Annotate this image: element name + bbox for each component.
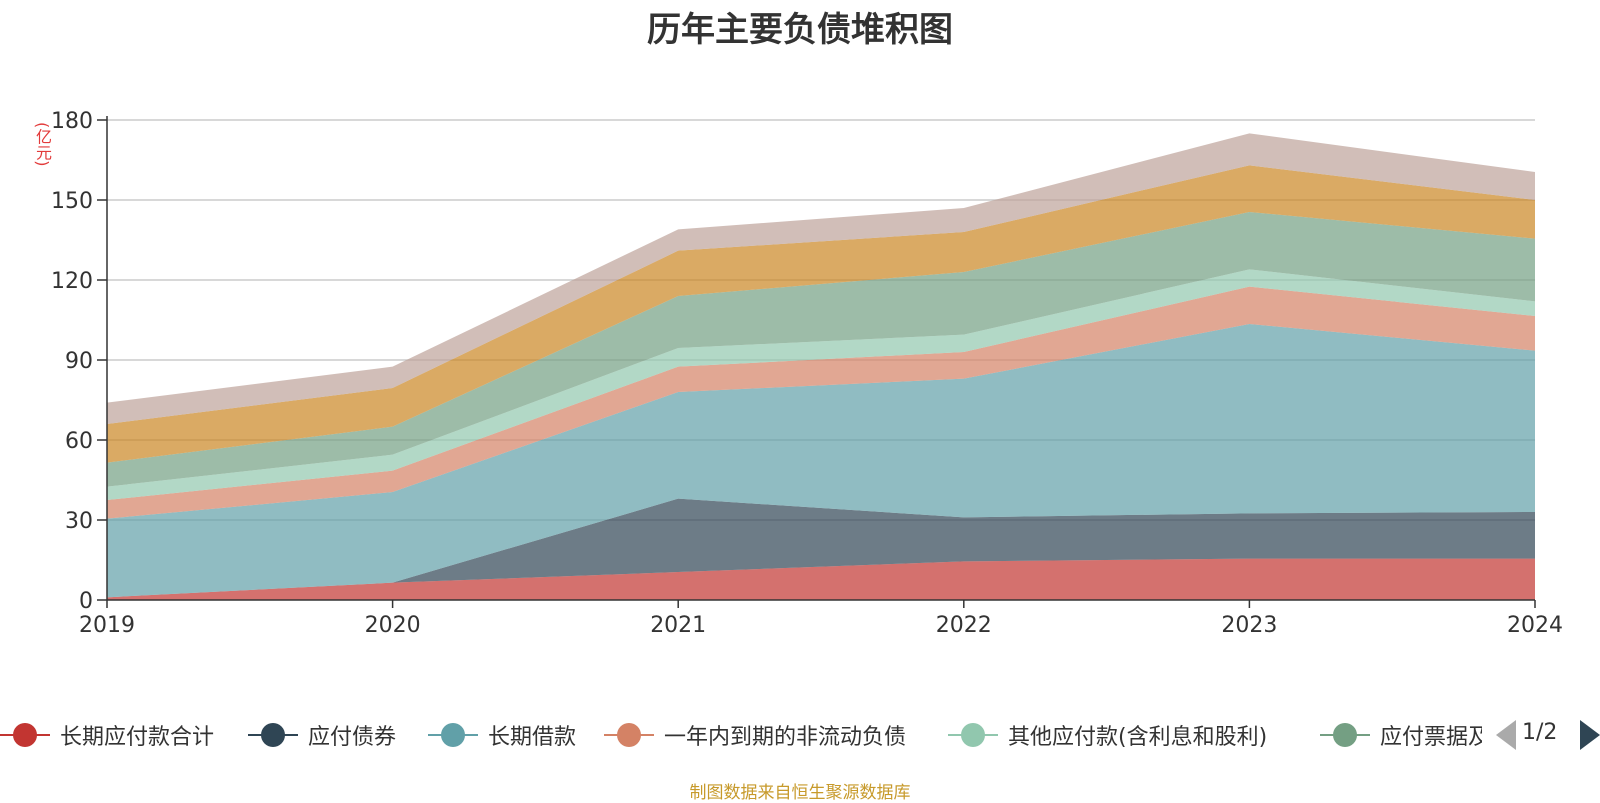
legend-label: 一年内到期的非流动负债: [664, 725, 907, 750]
y-tick-label: 0: [79, 589, 93, 614]
legend-marker-icon: [0, 712, 50, 758]
legend-label: 应付票据及应付账款: [1380, 725, 1482, 750]
legend-item-1[interactable]: 应付债券: [248, 712, 396, 758]
axes: 0 30 60 90 120 150 180 2019 2020 2021 2022 2023 2024: [51, 109, 1563, 638]
x-tick-label: 2020: [365, 613, 421, 638]
x-tick-label: 2024: [1507, 613, 1563, 638]
legend-marker-icon: [1320, 712, 1370, 758]
y-tick-label: 30: [65, 509, 93, 534]
legend-item-0[interactable]: 长期应付款合计: [0, 712, 214, 758]
y-tick-label: 120: [51, 269, 93, 294]
next-page-icon[interactable]: [1580, 720, 1600, 750]
legend-marker-icon: [604, 712, 654, 758]
y-tick-label: 180: [51, 109, 93, 134]
area-series-3: [107, 286, 1535, 519]
legend-marker-icon: [428, 712, 478, 758]
legend-label: 长期应付款合计: [60, 725, 215, 750]
x-tick-label: 2019: [79, 613, 135, 638]
x-tick-label: 2021: [650, 613, 706, 638]
legend-page-indicator: 1/2: [1522, 720, 1558, 745]
legend-label: 其他应付款(含利息和股利): [1008, 725, 1268, 750]
area-series-6: [107, 165, 1535, 463]
legend-pager: 1/2: [1496, 712, 1600, 758]
legend-label: 应付债券: [308, 725, 397, 750]
area-series-2: [107, 324, 1535, 598]
area-series-7: [107, 133, 1535, 424]
area-series-5: [107, 212, 1535, 487]
legend-item-5[interactable]: 应付票据及应付账款: [1320, 712, 1482, 758]
legend-label: 长期借款: [488, 725, 577, 750]
y-axis-unit: (亿元): [33, 122, 52, 167]
legend-item-3[interactable]: 一年内到期的非流动负债: [604, 712, 906, 758]
y-tick-label: 150: [51, 189, 93, 214]
legend: 长期应付款合计 应付债券 长期借款 一年内到期的非流动负债 其他应付款(含利息和…: [0, 712, 1600, 758]
area-series-0: [107, 558, 1535, 600]
x-tick-label: 2022: [936, 613, 992, 638]
legend-item-4[interactable]: 其他应付款(含利息和股利): [948, 712, 1267, 758]
area-series: [107, 133, 1535, 600]
y-tick-label: 60: [65, 429, 93, 454]
area-series-4: [107, 269, 1535, 500]
y-tick-label: 90: [65, 349, 93, 374]
chart-title: 历年主要负债堆积图: [647, 10, 953, 50]
legend-overflow-clip: 应付票据及应付账款: [1320, 712, 1482, 758]
legend-item-2[interactable]: 长期借款: [428, 712, 576, 758]
data-source-note: 制图数据来自恒生聚源数据库: [689, 783, 911, 803]
legend-marker-icon: [248, 712, 298, 758]
area-series-1: [107, 498, 1535, 598]
prev-page-icon[interactable]: [1496, 720, 1516, 750]
x-tick-label: 2023: [1221, 613, 1277, 638]
legend-marker-icon: [948, 712, 998, 758]
